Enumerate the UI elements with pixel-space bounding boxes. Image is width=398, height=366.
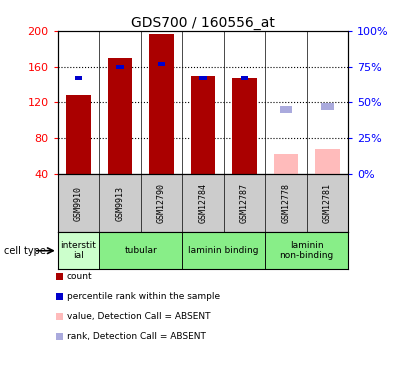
Bar: [158, 62, 165, 66]
Text: laminin binding: laminin binding: [189, 246, 259, 255]
Bar: [107, 58, 133, 174]
Bar: [199, 76, 207, 81]
Text: GSM9910: GSM9910: [74, 186, 83, 221]
Text: interstit
ial: interstit ial: [60, 241, 96, 261]
Bar: [66, 96, 91, 174]
Bar: [149, 34, 174, 174]
Text: GSM12784: GSM12784: [199, 183, 207, 223]
Bar: [241, 76, 248, 81]
Text: GSM12787: GSM12787: [240, 183, 249, 223]
Text: percentile rank within the sample: percentile rank within the sample: [67, 292, 220, 301]
Bar: [58, 232, 99, 269]
Bar: [232, 78, 257, 174]
Bar: [315, 149, 340, 174]
Text: tubular: tubular: [124, 246, 157, 255]
Bar: [191, 76, 215, 174]
Bar: [75, 76, 82, 81]
Bar: [280, 106, 292, 113]
Text: GSM12790: GSM12790: [157, 183, 166, 223]
Bar: [182, 232, 265, 269]
Text: value, Detection Call = ABSENT: value, Detection Call = ABSENT: [67, 312, 211, 321]
Bar: [116, 64, 124, 69]
Text: count: count: [67, 272, 92, 281]
Text: GSM9913: GSM9913: [115, 186, 125, 221]
Title: GDS700 / 160556_at: GDS700 / 160556_at: [131, 16, 275, 30]
Bar: [273, 154, 298, 174]
Text: cell type: cell type: [4, 246, 46, 256]
Bar: [99, 232, 182, 269]
Bar: [265, 232, 348, 269]
Text: rank, Detection Call = ABSENT: rank, Detection Call = ABSENT: [67, 332, 206, 341]
Text: GSM12781: GSM12781: [323, 183, 332, 223]
Text: laminin
non-binding: laminin non-binding: [280, 241, 334, 261]
Text: GSM12778: GSM12778: [281, 183, 291, 223]
Bar: [321, 103, 334, 110]
